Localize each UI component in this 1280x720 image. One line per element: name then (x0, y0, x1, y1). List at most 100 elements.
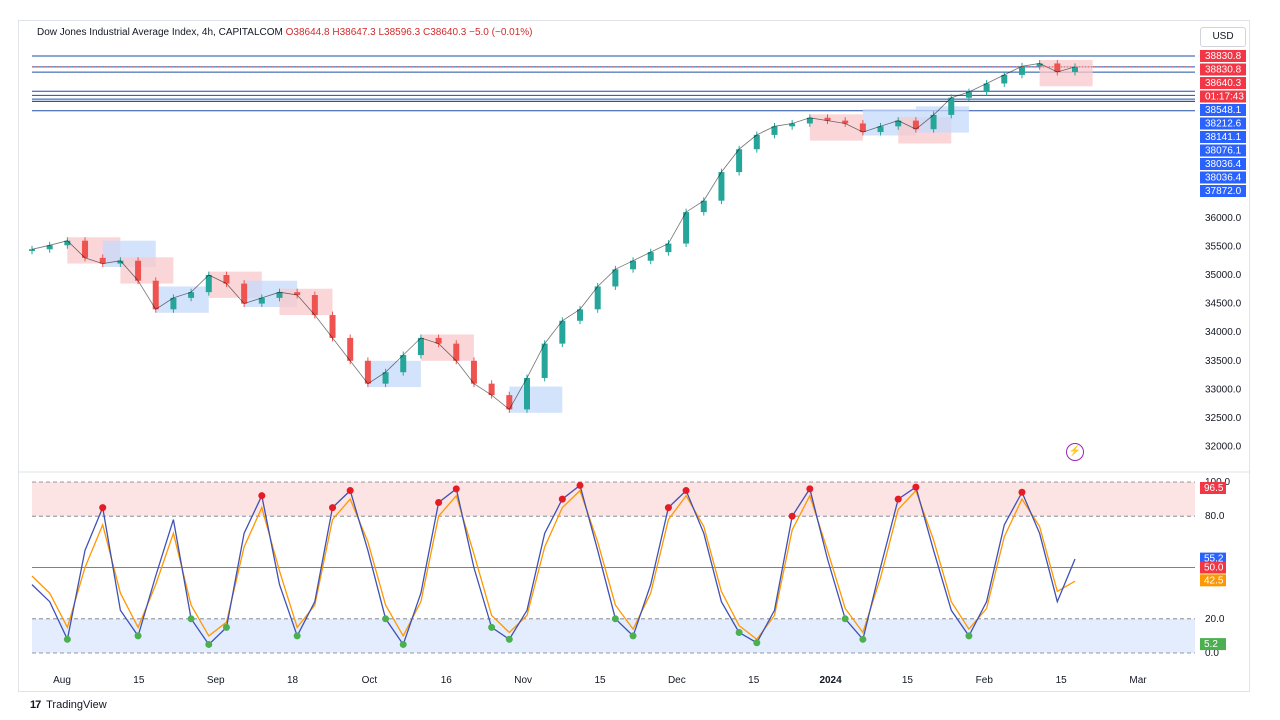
candle-body (488, 383, 495, 396)
candle-body (170, 297, 177, 310)
oversold-band (32, 618, 1195, 653)
candle-body (99, 257, 106, 264)
candle-body (29, 249, 35, 251)
overbought-dot (329, 504, 337, 512)
supply-zone (809, 114, 863, 141)
time-axis-tick: Aug (53, 675, 71, 686)
candle-body (347, 337, 354, 361)
time-axis-tick: 2024 (819, 675, 842, 686)
candle-body (435, 337, 442, 344)
supply-zone (420, 334, 474, 361)
candle-body (117, 260, 124, 264)
candle-body (1054, 63, 1061, 73)
currency-button[interactable]: USD (1200, 27, 1246, 47)
candle-body (718, 172, 725, 201)
candle-body (1001, 74, 1008, 84)
candle-body (329, 315, 336, 338)
price-axis-label: 38141.1 (1205, 132, 1242, 143)
osc-value-label: 96.5 (1204, 483, 1224, 494)
candle-body (647, 252, 654, 261)
overbought-dot (894, 495, 902, 503)
time-axis-tick: 16 (441, 675, 453, 686)
price-axis-tick: 33000.0 (1205, 384, 1242, 395)
osc-value-label-box (1200, 481, 1226, 494)
oversold-dot (488, 623, 496, 631)
candle-body (453, 343, 460, 361)
oversold-dot (205, 640, 213, 648)
candle-body (859, 123, 866, 133)
chart-frame (18, 20, 1250, 692)
oversold-dot (505, 635, 513, 643)
oversold-dot (629, 632, 637, 640)
candle-body (276, 292, 283, 298)
candle-body (541, 343, 548, 378)
lightning-icon[interactable]: ⚡ (1066, 443, 1084, 461)
price-axis-label: 01:17:43 (1205, 92, 1244, 103)
chart-header: Dow Jones Industrial Average Index, 4h, … (37, 27, 533, 38)
candle-body (82, 240, 89, 258)
oversold-dot (187, 615, 195, 623)
price-axis-label: 37872.0 (1205, 186, 1242, 197)
tradingview-logo-icon: 17 (30, 699, 41, 711)
demand-zone (155, 286, 209, 313)
time-axis-tick: 15 (133, 675, 145, 686)
oversold-dot (841, 615, 849, 623)
overbought-dot (682, 487, 690, 495)
price-axis-label: 38076.1 (1205, 146, 1242, 157)
candle-body (470, 360, 477, 384)
candle-body (241, 283, 248, 304)
close-price-line (31, 62, 1076, 411)
oversold-dot (399, 640, 407, 648)
price-axis-label: 38640.3 (1205, 78, 1242, 89)
ohlc-readout: O38644.8 H38647.3 L38596.3 C38640.3 −5.0… (285, 27, 533, 38)
oversold-dot (134, 632, 142, 640)
price-axis-label-box (1200, 77, 1246, 89)
oversold-dot (965, 632, 973, 640)
stoch-k-line (31, 484, 1076, 646)
candle-body (577, 309, 584, 321)
overbought-dot (558, 495, 566, 503)
overbought-band (32, 482, 1195, 517)
osc-value-label: 42.5 (1204, 575, 1224, 586)
oversold-dot (293, 632, 301, 640)
candle-body (895, 120, 902, 127)
time-axis-tick: Feb (976, 675, 994, 686)
candle-body (311, 295, 318, 316)
supply-zone (279, 288, 333, 316)
candle-body (364, 360, 371, 384)
candle-body (630, 260, 637, 270)
candle-body (948, 97, 955, 115)
oversold-dot (382, 615, 390, 623)
oversold-dot (753, 639, 761, 647)
candle-body (771, 126, 778, 135)
candle-body (683, 212, 690, 244)
candle-body (753, 134, 760, 150)
price-axis-tick: 32500.0 (1205, 413, 1242, 424)
overbought-dot (99, 504, 107, 512)
price-axis-tick: 33500.0 (1205, 356, 1242, 367)
candle-body (506, 395, 513, 410)
price-axis-label-box (1200, 144, 1246, 157)
candle-body (1072, 66, 1078, 73)
price-axis-label: 38212.6 (1205, 119, 1242, 130)
price-axis-label: 38830.8 (1205, 65, 1242, 76)
osc-value-label: 55.2 (1204, 554, 1224, 565)
price-axis-label-box (1200, 185, 1246, 197)
osc-value-label-box (1200, 561, 1226, 574)
candle-body (700, 200, 707, 213)
time-axis-tick: Oct (362, 675, 378, 686)
candle-body (46, 245, 53, 250)
time-axis-tick: 15 (748, 675, 760, 686)
osc-value-label-box (1200, 638, 1226, 651)
time-axis-tick: Sep (207, 675, 225, 686)
candle-body (294, 292, 301, 296)
price-axis-label-box (1200, 63, 1246, 76)
oversold-dot (735, 628, 743, 636)
demand-zone (915, 106, 969, 133)
time-axis-tick: 15 (594, 675, 606, 686)
candle-body (930, 114, 937, 130)
candle-body (965, 92, 972, 98)
candle-body (205, 275, 212, 293)
osc-axis-tick: 20.0 (1205, 614, 1225, 625)
